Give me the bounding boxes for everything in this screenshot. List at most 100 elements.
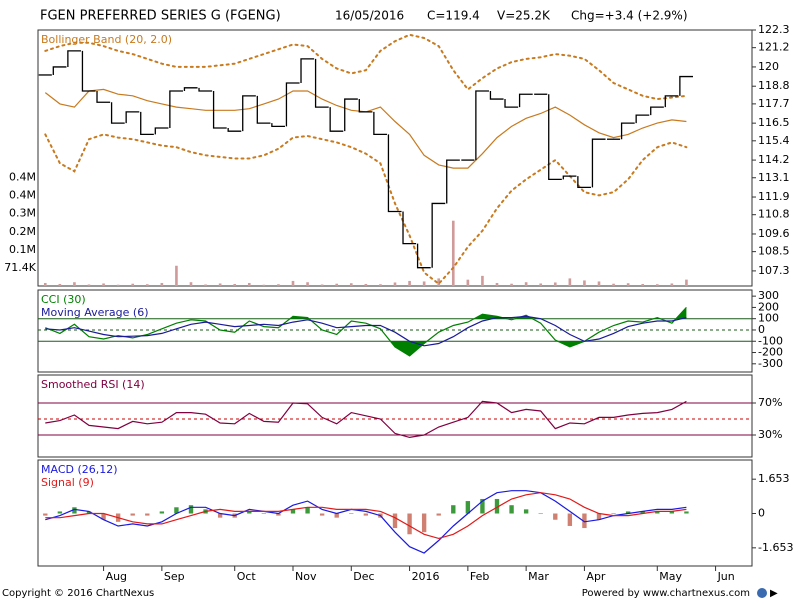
volume-bar [233,283,237,286]
histogram-bar [509,505,514,514]
volume: V=25.2K [497,9,551,23]
histogram-bar [334,513,339,518]
x-tick-label: Apr [586,570,606,583]
volume-bar [131,283,135,286]
price-bar [242,95,256,132]
histogram-bar [363,513,369,516]
price-bar [125,111,140,124]
price-bar [591,138,606,188]
price-bar [344,98,358,132]
y-tick-label: 108.5 [758,245,790,258]
volume-bar [189,282,193,286]
y-tick-label: 116.5 [758,116,790,129]
y2-tick-label: 0.4M [9,171,36,184]
logo-mark: ▶ [770,588,778,599]
x-tick-label: Dec [353,570,374,583]
volume-bar [43,282,47,286]
volume-bar [116,284,120,286]
histogram-bar [174,507,179,514]
volume-bar [524,282,528,286]
histogram-bar [494,498,500,514]
panel-frame [37,29,753,287]
price-bar [373,111,387,136]
histogram-bar [217,513,223,518]
volume-bar [553,282,557,286]
price-bar [475,90,489,161]
volume-bar [73,282,76,286]
histogram-bar [392,513,398,529]
histogram-bar [305,507,310,514]
price-bar [154,127,169,135]
volume-bar [495,282,499,286]
y-tick-label: 113.1 [758,171,790,184]
volume-bar [641,283,645,286]
histogram-bar [188,505,194,514]
y-tick-label: 111.9 [758,190,790,203]
x-tick-label: May [659,570,682,583]
powered-by: Powered by www.chartnexus.com [582,588,750,599]
x-tick-label: Aug [106,570,127,583]
y-tick-label: -200 [758,346,783,359]
y-tick-label: 30% [758,428,782,441]
date: 16/05/2016 [335,9,404,23]
histogram-bar [480,498,485,514]
price-bar [96,91,111,103]
histogram-bar [684,511,689,514]
y-tick-label: 117.7 [758,97,790,110]
x-tick-label: Mar [528,570,549,583]
y-tick-label: 0 [758,323,765,336]
x-tick-label: Sep [164,570,185,583]
histogram-bar [421,513,427,533]
histogram-bar [43,513,48,516]
volume-bar [422,281,426,286]
y2-tick-label: 0.4M [9,189,36,202]
price-bar [329,107,344,132]
legend-entry: Signal (9) [41,476,94,489]
volume-bar [320,284,324,286]
panel-frame [37,289,753,373]
price-bar [140,111,154,136]
volume-bar [175,265,178,286]
histogram-bar [86,511,92,514]
volume-bar [204,284,207,286]
y-tick-label: 70% [758,396,782,409]
legend-entry: CCI (30) [41,293,86,306]
price-bar [664,95,679,108]
price-bar [314,58,329,108]
volume-bar [87,284,91,286]
price-bar [256,95,271,124]
price-bar [52,66,67,75]
x-tick-label: Jun [717,570,735,583]
y2-tick-label: 0.2M [9,225,36,238]
histogram-bar [101,513,106,520]
price-bar [271,123,285,128]
volume-bar [685,279,688,286]
price-bar [169,90,183,128]
price-bar [300,58,315,83]
y-tick-label: 300 [758,289,779,302]
price-bar [620,122,635,140]
y-tick-label: 122.3 [758,23,790,36]
volume-bar [437,278,441,286]
series-line [45,306,687,357]
volume-bar [466,279,470,286]
volume-bar [451,220,455,286]
extreme-fill [290,307,687,319]
histogram-bar [247,511,252,514]
price-bar [110,102,125,124]
x-tick-label: 2016 [412,570,440,583]
volume-bar [364,283,368,286]
histogram-bar [57,511,63,514]
y2-tick-label: 0.3M [9,207,36,220]
volume-bar [539,283,543,286]
volume-bar [247,282,251,286]
histogram-bar [159,511,165,514]
series-line [45,315,687,347]
volume-bar [481,275,484,286]
histogram-bar [145,513,150,516]
series-line [45,400,687,439]
volume-bar [597,281,601,286]
y2-tick-label: 71.4K [4,261,36,274]
volume-bar [335,283,339,286]
price-bar [562,175,577,180]
